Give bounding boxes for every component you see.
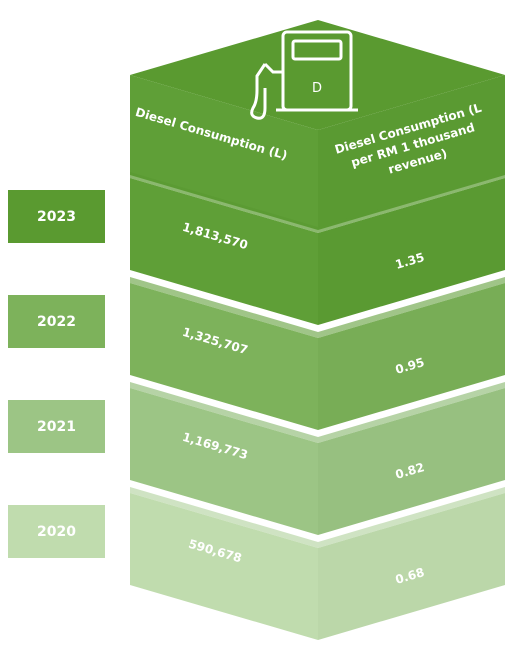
- layer-right-face: [318, 493, 505, 640]
- layer-left-face: [130, 178, 318, 325]
- icon-label: D: [312, 81, 322, 96]
- header-right-face: [318, 75, 505, 230]
- layer-right-face: [318, 283, 505, 430]
- year-label: 2020: [8, 505, 105, 558]
- layer-right-face: [318, 178, 505, 325]
- fuel-pump-icon: D: [250, 30, 358, 120]
- header-left-face: [130, 75, 318, 230]
- year-label: 2022: [8, 295, 105, 348]
- top-face: [130, 20, 505, 130]
- layer-right-face: [318, 388, 505, 535]
- layer-left-face: [130, 493, 318, 640]
- year-label: 2023: [8, 190, 105, 243]
- year-label: 2021: [8, 400, 105, 453]
- layer-left-face: [130, 283, 318, 430]
- layer-left-face: [130, 388, 318, 535]
